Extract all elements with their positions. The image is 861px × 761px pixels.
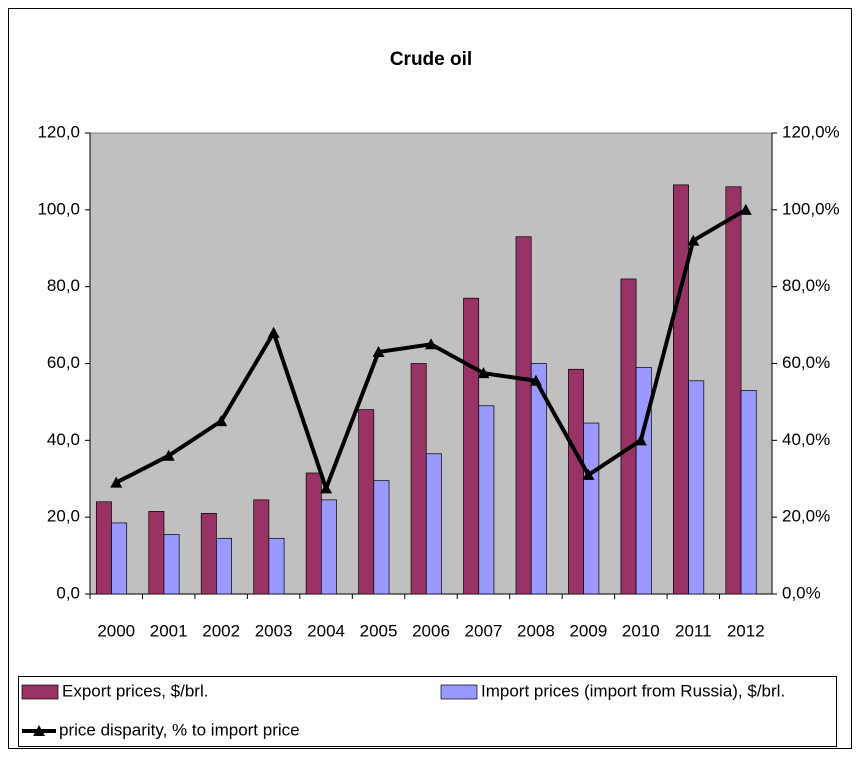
line-marker — [687, 234, 700, 246]
y-tick-label: 60,0 — [47, 353, 80, 372]
line-marker — [477, 367, 490, 379]
bar — [478, 405, 495, 595]
x-tick-label: 2002 — [202, 621, 240, 640]
y2-tick-label: 0,0% — [782, 583, 821, 602]
y-tick-label: 40,0 — [47, 430, 80, 449]
bar — [740, 390, 757, 595]
legend-swatch — [440, 684, 478, 700]
bar — [95, 501, 112, 595]
legend-label: Import prices (import from Russia), $/br… — [481, 681, 785, 700]
line-marker — [634, 434, 647, 446]
line-marker — [267, 326, 280, 338]
y2-tick-label: 20,0% — [782, 507, 830, 526]
bar — [515, 236, 532, 595]
legend-marker — [33, 725, 45, 736]
bar — [148, 511, 165, 595]
y2-tick-label: 60,0% — [782, 353, 830, 372]
bar — [530, 363, 547, 595]
x-tick-label: 2011 — [675, 621, 712, 640]
bar — [163, 534, 180, 595]
legend — [18, 676, 837, 747]
bar — [253, 499, 270, 595]
chart-title: Crude oil — [390, 49, 472, 70]
bar — [321, 499, 337, 595]
bar — [410, 363, 427, 595]
y-tick-label: 120,0 — [37, 122, 80, 141]
bar — [268, 537, 285, 595]
line-marker — [529, 374, 542, 386]
bar — [583, 422, 600, 595]
y-tick-label: 100,0 — [37, 199, 80, 218]
line-marker — [582, 468, 595, 480]
bar — [425, 453, 442, 595]
x-tick-label: 2005 — [360, 621, 398, 640]
legend-label: price disparity, % to import price — [59, 720, 300, 739]
y2-tick-label: 40,0% — [782, 430, 830, 449]
legend-label: Export prices, $/brl. — [62, 681, 208, 700]
x-tick-label: 2001 — [150, 621, 188, 640]
bar — [635, 366, 652, 595]
bar — [620, 278, 637, 595]
y-tick-label: 0,0 — [56, 583, 80, 602]
x-tick-label: 2003 — [255, 621, 293, 640]
bar — [725, 186, 742, 595]
bar — [200, 512, 217, 595]
line-marker — [215, 415, 228, 427]
x-tick-label: 2008 — [517, 621, 555, 640]
bar — [688, 380, 705, 595]
x-tick-label: 2004 — [307, 621, 345, 640]
y-tick-label: 80,0 — [47, 276, 80, 295]
line-marker — [739, 203, 752, 215]
bar — [373, 480, 390, 595]
line-marker — [110, 476, 123, 488]
x-tick-label: 2007 — [465, 621, 503, 640]
x-tick-label: 2010 — [622, 621, 660, 640]
legend-swatch — [21, 684, 59, 700]
bar — [216, 537, 232, 595]
y-tick-label: 20,0 — [47, 507, 80, 526]
bar — [463, 297, 480, 595]
bar — [358, 409, 375, 595]
bar — [568, 368, 585, 595]
bar — [673, 184, 689, 595]
x-tick-label: 2006 — [412, 621, 450, 640]
y2-tick-label: 80,0% — [782, 276, 830, 295]
line-marker — [320, 482, 333, 494]
x-tick-label: 2000 — [97, 621, 135, 640]
line-marker — [162, 449, 175, 461]
line-marker — [372, 345, 385, 357]
x-tick-label: 2009 — [569, 621, 607, 640]
bar — [111, 522, 128, 595]
x-tick-label: 2012 — [727, 621, 765, 640]
y2-tick-label: 120,0% — [782, 122, 840, 141]
line-marker — [425, 338, 437, 350]
bar — [305, 472, 322, 595]
y2-tick-label: 100,0% — [782, 199, 840, 218]
